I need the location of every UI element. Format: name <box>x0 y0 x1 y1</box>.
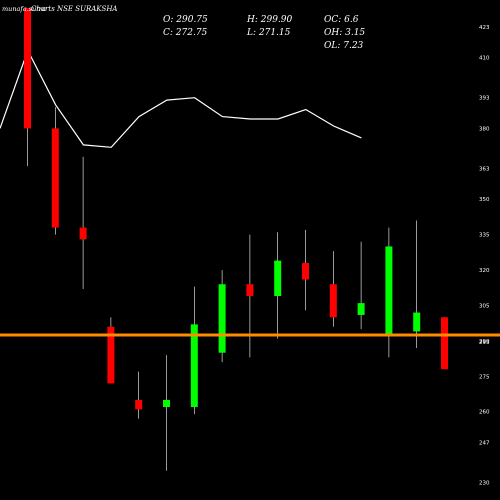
y-tick-label: 290 <box>479 339 490 345</box>
y-tick-label: 423 <box>479 25 490 31</box>
chart-title: Charts NSE SURAKSHA <box>31 5 117 13</box>
y-tick-label: 230 <box>479 481 490 487</box>
candle <box>329 251 337 327</box>
y-tick-label: 305 <box>479 303 490 309</box>
candle-body-up <box>274 260 282 297</box>
candle <box>413 220 421 348</box>
candle <box>135 371 143 419</box>
candle-body-down <box>302 262 309 280</box>
candle <box>190 286 198 415</box>
y-tick-label: 363 <box>479 167 490 173</box>
low-value: L: 271.15 <box>246 28 291 38</box>
candle-body-up <box>385 246 393 334</box>
candle-layer <box>24 8 448 471</box>
y-tick-label: 260 <box>479 410 490 416</box>
current-price-label: 293 <box>479 340 490 346</box>
candle <box>218 270 226 363</box>
candle-body-up <box>413 312 421 332</box>
candle-body-up <box>357 303 365 315</box>
y-tick-label: 275 <box>479 374 490 380</box>
candle-body-up <box>163 399 170 408</box>
y-tick-label: 320 <box>479 268 490 274</box>
candle <box>302 229 309 311</box>
oh-value: OH: 3.15 <box>324 28 365 38</box>
candle-body-up <box>218 284 226 353</box>
candle <box>51 107 59 235</box>
candle-body-down <box>107 326 115 384</box>
overlay-line <box>0 48 362 148</box>
y-tick-label: 350 <box>479 197 490 203</box>
candle-body-down <box>329 284 337 318</box>
y-tick-label: 247 <box>479 440 490 446</box>
candle <box>107 317 115 384</box>
candle <box>441 317 448 370</box>
y-tick-label: 380 <box>479 126 490 132</box>
overlay-layer <box>0 48 362 148</box>
close-value: C: 272.75 <box>163 28 208 38</box>
candle-body-down <box>135 399 143 410</box>
candle-body-down <box>24 8 31 129</box>
y-tick-label: 335 <box>479 233 490 239</box>
candle-body-down <box>441 317 448 370</box>
brand-label: munafa.sutra <box>2 5 46 13</box>
candle-body-down <box>79 227 87 240</box>
open-value: O: 290.75 <box>163 15 208 25</box>
y-tick-label: 410 <box>479 56 490 62</box>
candle <box>24 8 31 167</box>
candle <box>246 234 254 358</box>
oc-value: OC: 6.6 <box>324 15 359 25</box>
price-line-layer: 293 <box>0 333 500 346</box>
candle <box>79 156 87 289</box>
y-axis-ticks: 423 410 393 380 363 350 335 320 305 290 275 260 247 2… <box>479 25 490 487</box>
candle-body-down <box>51 128 59 228</box>
candle <box>163 355 170 471</box>
candle <box>357 241 365 330</box>
ol-value: OL: 7.23 <box>324 41 364 51</box>
high-value: H: 299.90 <box>246 15 293 25</box>
candle-body-up <box>190 324 198 408</box>
candle <box>274 232 282 339</box>
y-tick-label: 393 <box>479 96 490 102</box>
candle-body-down <box>246 284 254 297</box>
